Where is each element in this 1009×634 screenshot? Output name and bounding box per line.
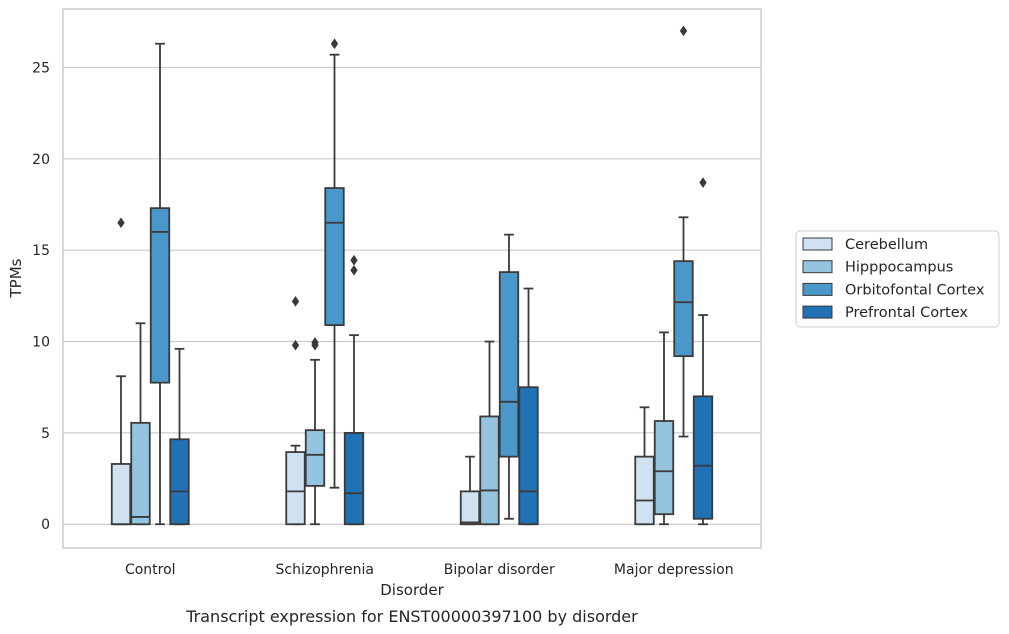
box-group [459, 455, 481, 526]
box-group [653, 331, 675, 526]
outlier-point [311, 339, 319, 351]
x-axis-label: Disorder [380, 581, 444, 599]
y-tick-label: 25 [32, 60, 50, 76]
box-body [110, 463, 132, 526]
y-tick-labels: 0 5 10 15 20 25 [32, 60, 50, 533]
box-body [692, 395, 714, 520]
box-group [634, 406, 655, 526]
outlier-point [350, 254, 358, 266]
legend-swatch [802, 260, 833, 274]
x-tick-label: Major depression [614, 562, 734, 578]
box-group [285, 296, 306, 526]
y-tick-label: 15 [32, 243, 50, 259]
y-axis-label: TPMs [7, 258, 25, 298]
legend-label: Orbitofontal Cortex [845, 282, 985, 298]
box-body [324, 187, 345, 326]
legend-swatch [802, 237, 833, 251]
chart-caption: Transcript expression for ENST0000039710… [185, 607, 638, 626]
box-group [498, 233, 520, 520]
legend-label: Cerebellum [845, 237, 928, 253]
box-body [518, 386, 539, 526]
x-tick-label: Bipolar disorder [444, 562, 555, 578]
box-body [673, 260, 694, 358]
x-tick-label: Schizophrenia [276, 562, 374, 578]
box-marks [110, 25, 714, 526]
box-group [304, 337, 326, 526]
outlier-point [330, 38, 339, 50]
outlier-point [679, 25, 688, 37]
legend-label: Hipppocampus [845, 260, 953, 276]
legend: Cerebellum Hipppocampus Orbitofontal Corte… [795, 230, 1000, 328]
box-body [459, 490, 481, 526]
box-group [673, 25, 694, 438]
box-group [149, 42, 171, 526]
box-group [479, 340, 500, 526]
box-body [169, 438, 190, 526]
outlier-point [291, 296, 300, 307]
outlier-point [291, 339, 300, 351]
box-group [130, 322, 151, 526]
box-group [518, 287, 539, 526]
box-group [324, 38, 345, 489]
box-group [692, 177, 714, 526]
box-body [479, 415, 500, 526]
outlier-point [117, 217, 125, 229]
box-body [285, 451, 306, 526]
box-body [130, 421, 151, 526]
box-body [653, 420, 675, 516]
box-body [498, 271, 520, 458]
box-group [343, 254, 365, 526]
plot-frame [62, 8, 762, 549]
box-body [304, 429, 326, 487]
x-tick-label: Control [125, 562, 176, 578]
legend-label: Prefrontal Cortex [845, 305, 968, 321]
legend-swatch [802, 305, 833, 319]
outlier-point [699, 177, 707, 188]
box-group [110, 217, 132, 526]
box-body [149, 207, 171, 384]
y-tick-label: 10 [32, 335, 50, 351]
box-group [169, 347, 190, 526]
legend-frame [795, 230, 1000, 328]
box-body [343, 431, 365, 526]
box-body [634, 455, 655, 526]
y-tick-label: 5 [41, 426, 50, 442]
legend-swatch [802, 282, 833, 296]
y-tick-label: 20 [32, 152, 50, 168]
outlier-point [350, 264, 358, 276]
y-tick-label: 0 [41, 517, 50, 533]
x-tick-labels: Control Schizophrenia Bipolar disorder Majo… [125, 562, 734, 578]
